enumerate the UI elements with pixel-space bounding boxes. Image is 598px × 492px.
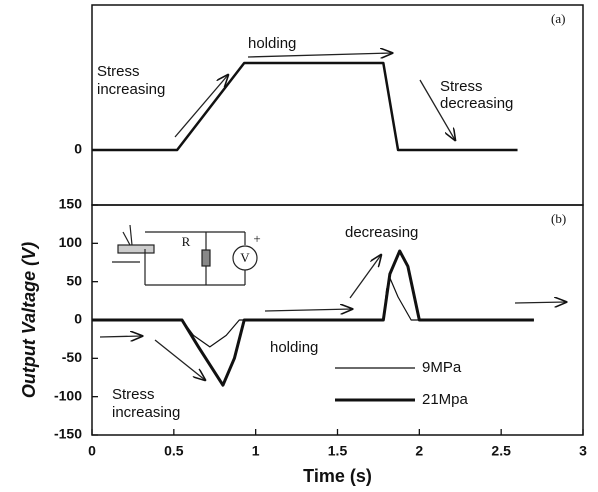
legend-label: 21Mpa [422,391,469,408]
x-tick-label: 3 [579,443,587,459]
series-line [92,61,518,152]
y-tick-label: 100 [59,234,83,250]
x-tick-label: 0 [88,443,96,459]
annotation: increasing [112,404,180,421]
annotation: Stress [440,78,483,95]
series-line [92,277,534,348]
y-tick-label: 150 [59,196,83,212]
y-tick-label: 0 [74,311,82,327]
annotation: Stress [97,63,140,80]
panel-label: (b) [551,211,566,226]
x-axis-title: Time (s) [303,466,372,486]
annotation: holding [270,339,318,356]
y-tick-label: -150 [54,426,82,442]
x-tick-label: 1 [252,443,260,459]
series-line [92,249,534,387]
inset-label: R [182,234,191,249]
legend-label: 9MPa [422,359,462,376]
y-axis-title: Output Valtage (V) [19,242,39,398]
panel-label: (a) [551,11,565,26]
x-tick-label: 1.5 [328,443,348,459]
annotation: decreasing [440,95,513,112]
annotation: Stress [112,386,155,403]
x-tick-label: 2.5 [491,443,511,459]
x-tick-label: 0.5 [164,443,184,459]
circuit-inset [112,224,258,286]
y-tick-label: 0 [74,141,82,157]
y-tick-label: 50 [66,272,82,288]
arrows [99,53,566,380]
y-tick-label: -50 [62,349,82,365]
annotation: holding [248,35,296,52]
annotation: decreasing [345,224,418,241]
inset-label: + [253,231,260,246]
inset-label: V [240,250,250,265]
annotation: increasing [97,81,165,98]
y-tick-label: -100 [54,387,82,403]
x-tick-label: 2 [415,443,423,459]
